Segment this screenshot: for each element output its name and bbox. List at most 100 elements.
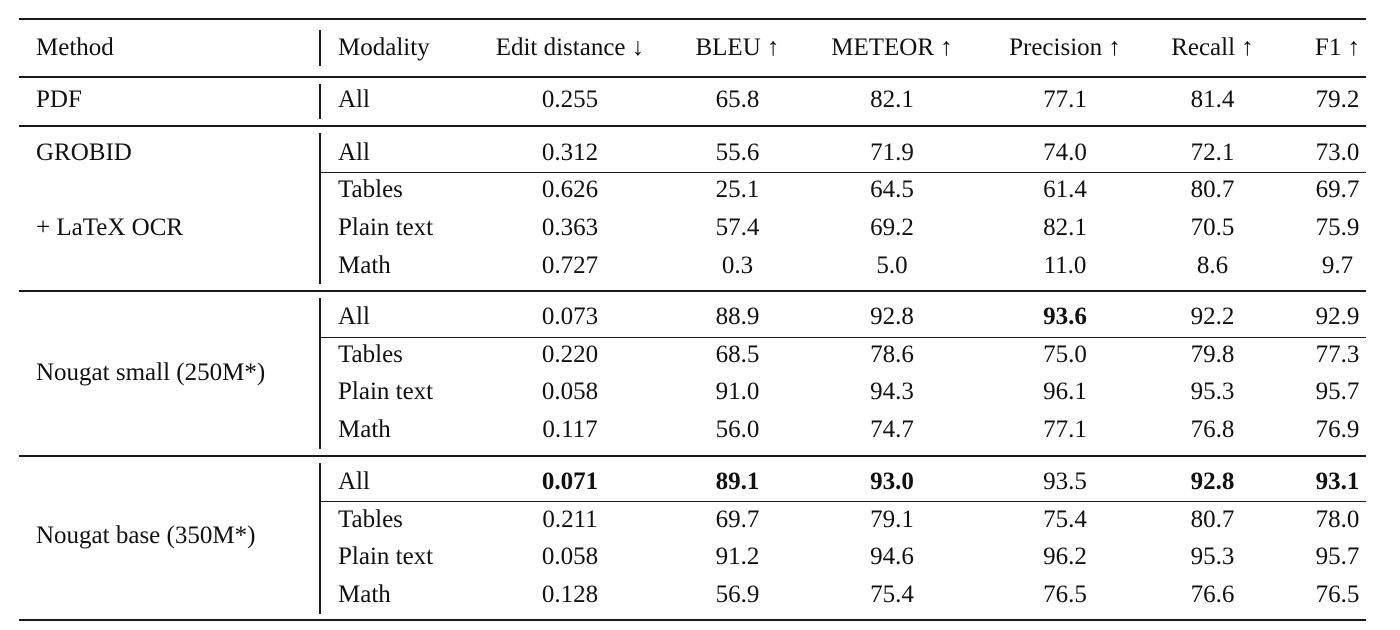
metric-value: 57.4 bbox=[715, 214, 760, 241]
column-header: METEOR ↑ bbox=[831, 34, 953, 61]
metric-value: 65.8 bbox=[715, 86, 760, 113]
metric-value: 0.117 bbox=[542, 416, 598, 443]
metric-value: 92.8 bbox=[870, 303, 914, 330]
metric-value: 95.3 bbox=[1190, 543, 1235, 570]
metric-value: 0.058 bbox=[541, 378, 599, 405]
metric-value: 25.1 bbox=[715, 176, 760, 203]
metric-value: 61.4 bbox=[1043, 176, 1087, 203]
metric-value: 78.0 bbox=[1315, 506, 1360, 533]
metric-value: 69.7 bbox=[715, 506, 760, 533]
metric-value: 64.5 bbox=[870, 176, 914, 203]
metric-value: 68.5 bbox=[715, 341, 760, 368]
metric-value: 94.6 bbox=[870, 543, 914, 570]
method-label: Nougat small (250M*) bbox=[36, 359, 266, 386]
metric-value: 76.6 bbox=[1190, 581, 1235, 608]
metric-value: 76.8 bbox=[1190, 416, 1235, 443]
modality-rule bbox=[319, 172, 1366, 174]
group-rule bbox=[19, 125, 1366, 127]
metric-value: 93.0 bbox=[870, 468, 914, 495]
metric-value: 77.3 bbox=[1315, 341, 1360, 368]
metric-value: 72.1 bbox=[1190, 139, 1235, 166]
column-divider bbox=[319, 298, 321, 449]
metric-value: 96.2 bbox=[1043, 543, 1087, 570]
metric-value: 0.3 bbox=[721, 252, 754, 279]
metric-value: 70.5 bbox=[1190, 214, 1235, 241]
metric-value: 79.1 bbox=[870, 506, 914, 533]
method-label: PDF bbox=[36, 86, 82, 113]
metric-value: 91.0 bbox=[715, 378, 760, 405]
metric-value: 76.5 bbox=[1315, 581, 1360, 608]
metric-value: 77.1 bbox=[1043, 86, 1087, 113]
metric-value: 75.4 bbox=[1043, 506, 1087, 533]
metric-value: 0.211 bbox=[542, 506, 598, 533]
metric-value: 92.8 bbox=[1190, 468, 1235, 495]
metric-value: 11.0 bbox=[1043, 252, 1087, 279]
metric-value: 74.0 bbox=[1043, 139, 1087, 166]
metric-value: 55.6 bbox=[715, 139, 760, 166]
column-header: Method bbox=[36, 34, 114, 61]
column-header: BLEU ↑ bbox=[695, 34, 780, 61]
metric-value: 92.2 bbox=[1190, 303, 1235, 330]
metric-value: 93.6 bbox=[1043, 303, 1087, 330]
group-rule bbox=[19, 76, 1366, 78]
metric-value: 0.255 bbox=[541, 86, 599, 113]
metric-value: 0.058 bbox=[541, 543, 599, 570]
metric-value: 73.0 bbox=[1315, 139, 1360, 166]
metric-value: 69.7 bbox=[1315, 176, 1360, 203]
metric-value: 56.0 bbox=[715, 416, 760, 443]
metric-value: 80.7 bbox=[1190, 506, 1235, 533]
metric-value: 0.220 bbox=[541, 341, 599, 368]
metric-value: 79.8 bbox=[1190, 341, 1235, 368]
metric-value: 75.4 bbox=[870, 581, 914, 608]
metric-value: 0.363 bbox=[541, 214, 599, 241]
metric-value: 56.9 bbox=[715, 581, 760, 608]
metric-value: 5.0 bbox=[876, 252, 908, 279]
modality-cell: Math bbox=[338, 252, 391, 279]
metric-value: 94.3 bbox=[870, 378, 914, 405]
metric-value: 9.7 bbox=[1321, 252, 1354, 279]
modality-cell: All bbox=[338, 303, 370, 330]
metric-value: 75.0 bbox=[1043, 341, 1087, 368]
column-divider bbox=[319, 463, 321, 614]
group-rule bbox=[19, 290, 1366, 292]
column-header: F1 ↑ bbox=[1314, 34, 1361, 61]
column-header: Recall ↑ bbox=[1171, 34, 1254, 61]
metric-value: 0.071 bbox=[541, 468, 599, 495]
top-rule bbox=[19, 18, 1366, 20]
metric-value: 93.5 bbox=[1043, 468, 1087, 495]
metric-value: 82.1 bbox=[870, 86, 914, 113]
modality-cell: Math bbox=[338, 416, 391, 443]
bottom-rule bbox=[19, 619, 1366, 621]
modality-cell: Tables bbox=[338, 506, 403, 533]
modality-cell: All bbox=[338, 86, 370, 113]
modality-cell: Tables bbox=[338, 176, 403, 203]
metric-value: 77.1 bbox=[1043, 416, 1087, 443]
metric-value: 71.9 bbox=[870, 139, 914, 166]
metric-value: 76.5 bbox=[1043, 581, 1087, 608]
metric-value: 0.073 bbox=[541, 303, 599, 330]
metric-value: 92.9 bbox=[1315, 303, 1360, 330]
metric-value: 95.7 bbox=[1315, 378, 1360, 405]
modality-cell: Plain text bbox=[338, 543, 434, 570]
group-rule bbox=[19, 455, 1366, 457]
modality-cell: Plain text bbox=[338, 378, 434, 405]
method-label: Nougat base (350M*) bbox=[36, 522, 256, 549]
modality-cell: Plain text bbox=[338, 214, 434, 241]
column-header: Precision ↑ bbox=[1009, 34, 1121, 61]
column-divider bbox=[319, 30, 321, 66]
column-divider bbox=[319, 133, 321, 284]
metric-value: 89.1 bbox=[715, 468, 760, 495]
method-label: + LaTeX OCR bbox=[36, 214, 184, 241]
metric-value: 78.6 bbox=[870, 341, 914, 368]
metric-value: 95.7 bbox=[1315, 543, 1360, 570]
modality-rule bbox=[319, 501, 1366, 503]
metric-value: 91.2 bbox=[715, 543, 760, 570]
metric-value: 0.727 bbox=[541, 252, 599, 279]
metric-value: 74.7 bbox=[870, 416, 914, 443]
metric-value: 79.2 bbox=[1315, 86, 1360, 113]
metric-value: 82.1 bbox=[1043, 214, 1087, 241]
method-label: GROBID bbox=[36, 139, 132, 166]
metric-value: 81.4 bbox=[1190, 86, 1235, 113]
metric-value: 8.6 bbox=[1196, 252, 1229, 279]
